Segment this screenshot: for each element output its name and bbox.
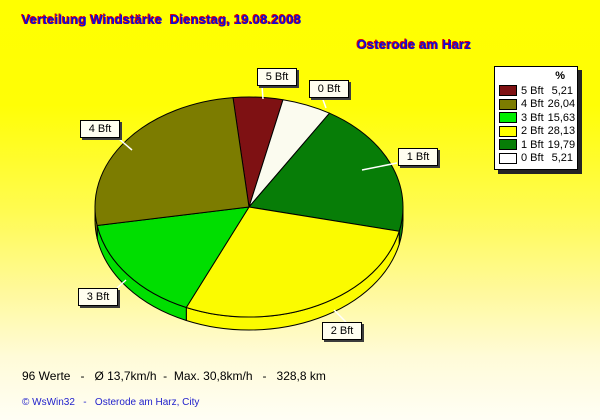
- legend-color-swatch: [499, 98, 517, 110]
- legend-value: 26,04: [547, 98, 576, 111]
- stats-line: 96 Werte - Ø 13,7km/h - Max. 30,8km/h - …: [22, 369, 326, 383]
- pie-slice-2-bft: [185, 206, 400, 318]
- legend-value: 19,79: [547, 138, 576, 151]
- legend-color-swatch: [499, 139, 517, 151]
- legend-label: 4 Bft: [521, 98, 544, 111]
- station-name: Osterode am Harz: [357, 37, 472, 52]
- legend-color-swatch: [499, 85, 517, 97]
- pie-slice-3-bft: [96, 206, 250, 308]
- legend-unit-header: %: [555, 70, 565, 82]
- legend-color-swatch: [499, 112, 517, 124]
- legend-label: 3 Bft: [521, 111, 544, 124]
- slice-label-2-bft: 2 Bft: [322, 322, 362, 340]
- legend-row-5-bft: 5 Bft 5,21: [499, 84, 573, 98]
- copyright-line: © WsWin32 - Osterode am Harz, City: [22, 397, 200, 408]
- leader-line-4-bft: [117, 137, 133, 151]
- legend-label: 1 Bft: [521, 138, 544, 151]
- leader-line-5-bft: [261, 85, 264, 100]
- leader-line-2-bft: [333, 309, 347, 323]
- legend-value: 5,21: [551, 84, 573, 97]
- legend-rows: 5 Bft 5,21 4 Bft 26,04 3 Bft 15,63 2 Bft 28,13 1…: [499, 84, 576, 166]
- legend-label: 0 Bft: [521, 152, 544, 165]
- legend-row-0-bft: 0 Bft 5,21: [499, 152, 573, 166]
- legend-label: 5 Bft: [521, 84, 544, 97]
- legend-value: 15,63: [547, 111, 576, 124]
- legend-row-1-bft: 1 Bft 19,79: [499, 138, 576, 152]
- slice-label-1-bft: 1 Bft: [398, 148, 438, 166]
- legend-value: 28,13: [547, 125, 576, 138]
- slice-label-0-bft: 0 Bft: [309, 80, 349, 98]
- pie-slice-4-bft: [94, 97, 250, 227]
- legend-label: 2 Bft: [521, 125, 544, 138]
- leader-line-0-bft: [321, 96, 327, 109]
- legend-color-swatch: [499, 125, 517, 137]
- slice-label-4-bft: 4 Bft: [80, 120, 120, 138]
- chart-title: Verteilung Windstärke Dienstag, 19.08.20…: [22, 12, 302, 27]
- legend-row-3-bft: 3 Bft 15,63: [499, 111, 576, 125]
- legend-row-4-bft: 4 Bft 26,04: [499, 98, 576, 112]
- legend-value: 5,21: [551, 152, 573, 165]
- leader-line-1-bft: [361, 162, 398, 171]
- leader-line-3-bft: [116, 279, 127, 289]
- slice-label-5-bft: 5 Bft: [257, 68, 297, 86]
- legend-row-2-bft: 2 Bft 28,13: [499, 125, 576, 139]
- legend: % 5 Bft 5,21 4 Bft 26,04 3 Bft 15,63 2 Bft 28,1…: [494, 66, 578, 170]
- legend-color-swatch: [499, 152, 517, 164]
- slice-label-3-bft: 3 Bft: [78, 288, 118, 306]
